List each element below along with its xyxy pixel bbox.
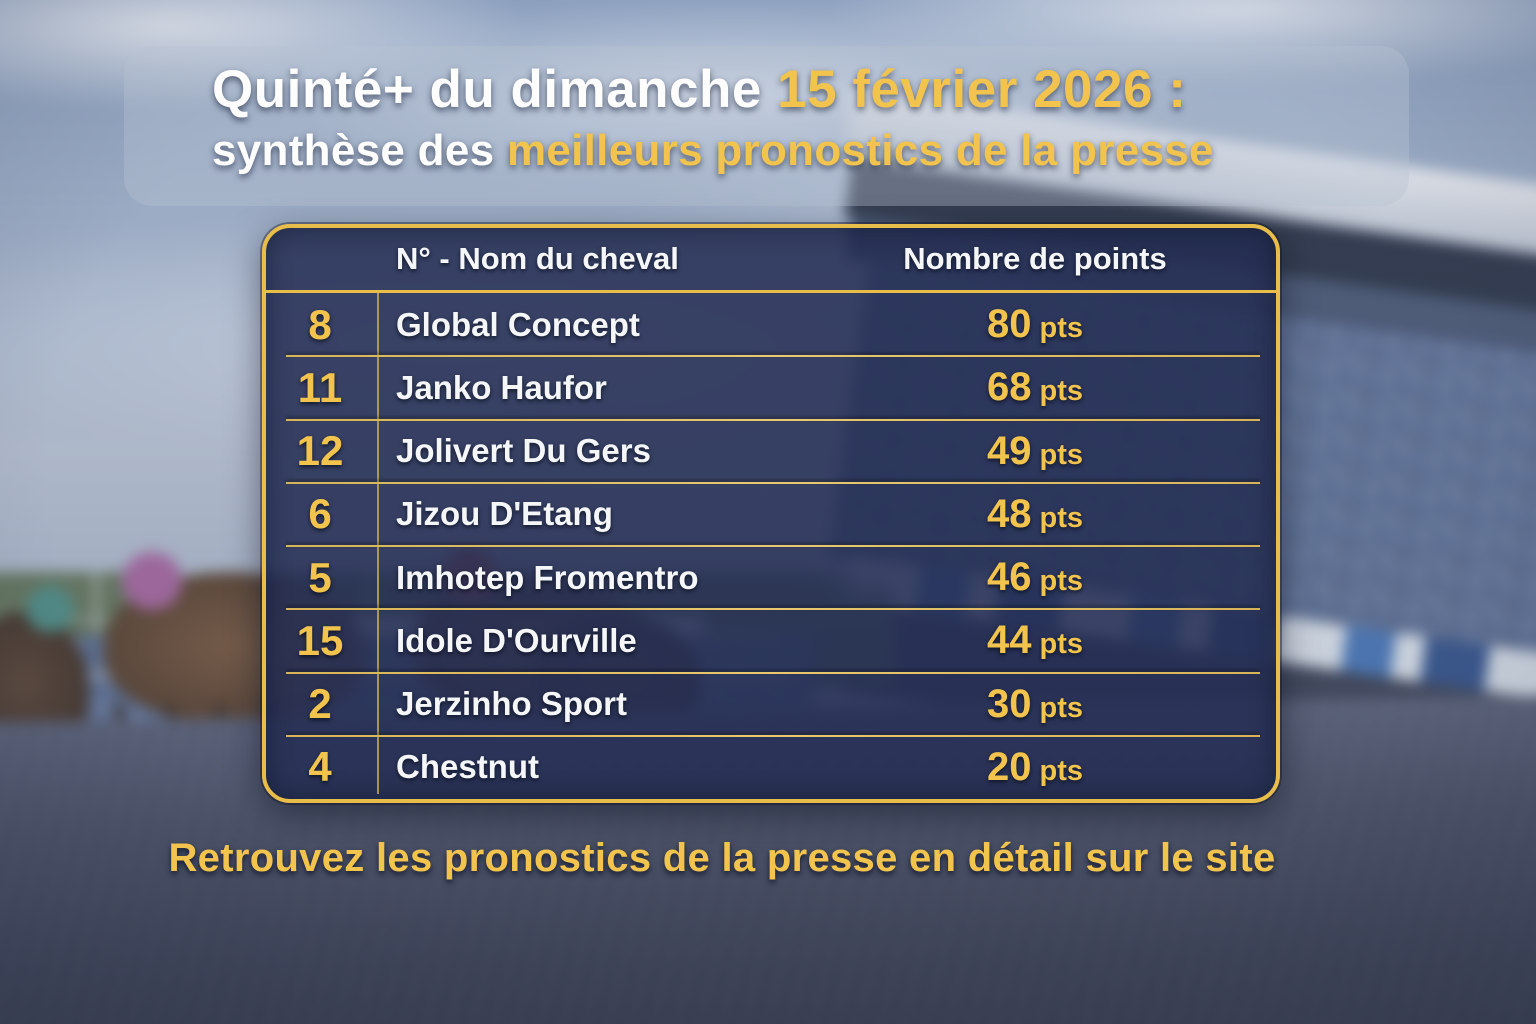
points-unit: pts <box>1039 754 1084 787</box>
header-horse-column: N° - Nom du cheval <box>396 241 679 276</box>
title-line-2: synthèse des meilleurs pronostics de la … <box>124 122 1409 180</box>
table-row: 4 Chestnut 20 pts <box>266 736 1276 799</box>
horse-name: Jolivert Du Gers <box>396 432 651 470</box>
horse-number: 15 <box>296 616 344 664</box>
horse-name: Jerzinho Sport <box>396 685 628 723</box>
table-row: 8 Global Concept 80 pts <box>266 293 1276 358</box>
horse-number: 12 <box>296 427 344 475</box>
points-unit: pts <box>1039 312 1084 345</box>
horse-number: 4 <box>308 743 332 791</box>
points-cell: 44 pts <box>794 618 1276 663</box>
points-unit: pts <box>1039 691 1084 724</box>
points-cell: 48 pts <box>794 492 1276 537</box>
horse-number: 2 <box>308 680 332 728</box>
jockey <box>26 586 74 632</box>
title-line-1: Quinté+ du dimanche 15 février 2026 : <box>124 46 1409 122</box>
points-value: 30 <box>987 681 1032 726</box>
points-unit: pts <box>1039 501 1084 534</box>
table-row: 5 Imhotep Fromentro 46 pts <box>266 546 1276 611</box>
points-cell: 20 pts <box>794 745 1276 790</box>
points-value: 44 <box>987 618 1032 663</box>
points-unit: pts <box>1039 628 1084 661</box>
points-cell: 49 pts <box>794 429 1276 474</box>
footer-note: Retrouvez les pronostics de la presse en… <box>168 836 1276 880</box>
horse-name: Idole D'Ourville <box>396 621 637 659</box>
points-value: 48 <box>987 491 1032 536</box>
table-row: 6 Jizou D'Etang 48 pts <box>266 483 1276 548</box>
horse-name: Imhotep Fromentro <box>396 558 699 596</box>
points-value: 49 <box>987 428 1032 473</box>
title-line1-date: 15 février 2026 : <box>777 60 1187 119</box>
jockey <box>122 552 182 610</box>
column-divider <box>377 293 379 794</box>
table-row: 15 Idole D'Ourville 44 pts <box>266 609 1276 674</box>
horse-name: Global Concept <box>396 305 640 343</box>
light-pole <box>94 570 99 680</box>
table-row: 11 Janko Haufor 68 pts <box>266 356 1276 421</box>
points-cell: 80 pts <box>794 302 1276 347</box>
horse-number: 5 <box>308 553 332 601</box>
horse-name: Jizou D'Etang <box>396 495 613 533</box>
points-cell: 68 pts <box>794 365 1276 410</box>
table-body: 8 Global Concept 80 pts 11 Janko Haufor 68 pts 1… <box>266 293 1276 799</box>
points-unit: pts <box>1039 565 1084 598</box>
horse-name: Chestnut <box>396 748 539 786</box>
points-value: 68 <box>987 365 1032 410</box>
pronostics-table: N° - Nom du cheval Nombre de points 8 Glo… <box>262 224 1280 803</box>
header-points-column: Nombre de points <box>903 241 1167 276</box>
title-line1-white: Quinté+ du dimanche <box>212 60 778 119</box>
points-value: 80 <box>987 302 1032 347</box>
horse-number: 6 <box>308 490 332 538</box>
points-value: 20 <box>987 744 1032 789</box>
points-cell: 46 pts <box>794 555 1276 600</box>
points-unit: pts <box>1039 375 1084 408</box>
points-cell: 30 pts <box>794 682 1276 727</box>
table-row: 12 Jolivert Du Gers 49 pts <box>266 420 1276 485</box>
points-value: 46 <box>987 555 1032 600</box>
table-row: 2 Jerzinho Sport 30 pts <box>266 673 1276 738</box>
title-line2-white: synthèse des <box>212 126 507 175</box>
title-panel: Quinté+ du dimanche 15 février 2026 : sy… <box>124 46 1409 206</box>
horse-name: Janko Haufor <box>396 368 607 406</box>
points-unit: pts <box>1039 438 1084 471</box>
horse-number: 11 <box>297 363 343 411</box>
horse-number: 8 <box>308 300 332 348</box>
title-line2-yellow: meilleurs pronostics de la presse <box>506 126 1214 175</box>
table-header-row: N° - Nom du cheval Nombre de points <box>266 228 1276 293</box>
